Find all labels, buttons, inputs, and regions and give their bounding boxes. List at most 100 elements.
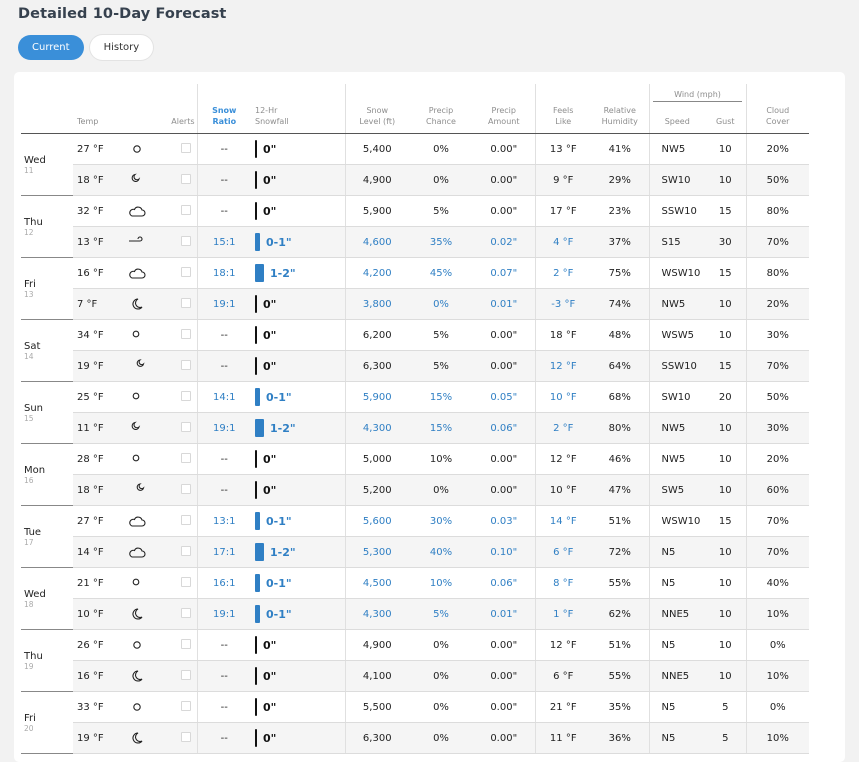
wind-gust-value: 15 <box>718 267 732 279</box>
header-humidity: Relative Humidity <box>591 84 649 134</box>
humidity-value: 74% <box>608 298 631 310</box>
alert-checkbox[interactable] <box>180 483 191 494</box>
alert-checkbox[interactable] <box>180 142 191 153</box>
day-cell: Tue 17 <box>21 505 73 568</box>
humidity-value: 48% <box>608 329 631 341</box>
tab-current[interactable]: Current <box>18 35 84 60</box>
snow-ratio-value: 16:1 <box>213 577 236 589</box>
wind-speed-cell: WSW10 <box>648 505 705 537</box>
precip-chance-value: 0% <box>433 174 449 186</box>
icon-cell <box>119 226 155 258</box>
moon-icon <box>132 298 143 310</box>
snow-ratio-cell: -- <box>196 195 251 227</box>
cloud-moon-icon <box>136 359 145 367</box>
header-feels-like: Feels Like <box>534 84 591 134</box>
feels-like-value: 17 °F <box>549 205 577 217</box>
icon-cell <box>119 474 155 506</box>
day-name: Sat <box>24 340 41 352</box>
precip-chance-value: 15% <box>429 391 453 403</box>
tab-history[interactable]: History <box>89 35 154 60</box>
alert-checkbox[interactable] <box>180 607 191 618</box>
precip-amount-cell: 0.00" <box>473 443 535 475</box>
sun-cloud-icon <box>132 392 140 400</box>
day-row: Wed 18 21 °F 16:1 0-1" 4,500 10% 0.06" 8 °F 55% N5… <box>21 567 809 630</box>
alert-checkbox[interactable] <box>180 576 191 587</box>
snowfall-wrap: 0" <box>255 326 345 344</box>
temp-cell: 11 °F <box>73 412 119 444</box>
snowfall-bar <box>255 636 257 654</box>
cloud-cover-value: 20% <box>766 298 789 310</box>
alert-checkbox[interactable] <box>180 173 191 184</box>
alert-checkbox[interactable] <box>180 669 191 680</box>
alert-checkbox[interactable] <box>180 700 191 711</box>
night-row: 7 °F 19:1 0" 3,800 0% 0.01" -3 °F 74% NW5 10 20% <box>21 288 809 320</box>
precip-chance-value: 15% <box>429 422 453 434</box>
header-precip-amount-line1: Precip <box>491 106 516 115</box>
alert-checkbox[interactable] <box>180 328 191 339</box>
day-name: Wed <box>24 154 46 166</box>
precip-amount-cell: 0.03" <box>473 505 535 537</box>
alert-checkbox[interactable] <box>180 297 191 308</box>
precip-amount-value: 0.00" <box>490 484 518 496</box>
snow-ratio-value: -- <box>220 143 228 155</box>
alert-checkbox[interactable] <box>180 731 191 742</box>
snowfall-bar <box>255 512 260 530</box>
feels-like-value: 9 °F <box>553 174 574 186</box>
feels-like-cell: 13 °F <box>534 133 591 165</box>
snow-ratio-cell: -- <box>196 164 251 196</box>
alert-checkbox[interactable] <box>180 359 191 370</box>
feels-like-cell: 21 °F <box>534 691 591 723</box>
day-row: Thu 19 26 °F -- 0" 4,900 0% 0.00" 12 °F 51% N5 10 0% <box>21 629 809 692</box>
wind-gust-value: 10 <box>718 174 732 186</box>
feels-like-cell: 10 °F <box>534 474 591 506</box>
feels-like-cell: 6 °F <box>534 660 591 692</box>
alert-checkbox[interactable] <box>180 235 191 246</box>
precip-chance-value: 5% <box>433 360 449 372</box>
humidity-cell: 46% <box>591 443 649 475</box>
sun-cloud-icon <box>132 578 140 586</box>
alert-checkbox[interactable] <box>180 545 191 556</box>
cloud-cover-value: 40% <box>766 577 789 589</box>
alert-checkbox[interactable] <box>180 514 191 525</box>
temp-cell: 14 °F <box>73 536 119 568</box>
snow-ratio-value: 19:1 <box>213 608 236 620</box>
snow-level-value: 6,300 <box>362 732 392 744</box>
precip-chance-cell: 45% <box>409 257 473 289</box>
cloud-cover-cell: 40% <box>745 567 809 599</box>
alert-checkbox[interactable] <box>180 390 191 401</box>
icon-cell <box>119 412 155 444</box>
day-name: Wed <box>24 588 46 600</box>
precip-amount-cell: 0.05" <box>473 381 535 413</box>
precip-amount-value: 0.00" <box>490 670 518 682</box>
precip-chance-value: 0% <box>433 732 449 744</box>
snow-ratio-value: 17:1 <box>213 546 236 558</box>
humidity-cell: 74% <box>591 288 649 320</box>
header-icon <box>119 84 155 134</box>
wind-gust-cell: 5 <box>705 722 746 754</box>
precip-amount-cell: 0.00" <box>473 195 535 227</box>
alert-checkbox[interactable] <box>180 266 191 277</box>
humidity-value: 55% <box>608 577 631 589</box>
snowfall-value: 0-1" <box>266 607 292 621</box>
snowfall-wrap: 1-2" <box>255 264 345 282</box>
feels-like-cell: 17 °F <box>534 195 591 227</box>
alert-checkbox[interactable] <box>180 204 191 215</box>
snow-level-value: 5,400 <box>362 143 392 155</box>
humidity-cell: 80% <box>591 412 649 444</box>
precip-chance-cell: 10% <box>409 443 473 475</box>
snowfall-wrap: 0" <box>255 636 345 654</box>
icon-cell <box>119 195 155 227</box>
forecast-body: Wed 11 27 °F -- 0" 5,400 0% 0.00" 13 °F 41% NW5 10 2… <box>21 133 809 754</box>
alert-checkbox[interactable] <box>180 452 191 463</box>
alert-checkbox[interactable] <box>180 638 191 649</box>
cloud-cover-value: 70% <box>766 546 789 558</box>
temp-cell: 27 °F <box>73 133 119 165</box>
day-row: Wed 11 27 °F -- 0" 5,400 0% 0.00" 13 °F 41% NW5 10 2… <box>21 133 809 196</box>
wind-speed-cell: NNE5 <box>648 660 705 692</box>
feels-like-value: 12 °F <box>549 360 577 372</box>
alerts-cell <box>155 722 197 754</box>
alerts-cell <box>155 505 197 537</box>
alert-checkbox[interactable] <box>180 421 191 432</box>
snowfall-cell: 0" <box>251 350 345 382</box>
cloud-cover-cell: 10% <box>745 598 809 630</box>
